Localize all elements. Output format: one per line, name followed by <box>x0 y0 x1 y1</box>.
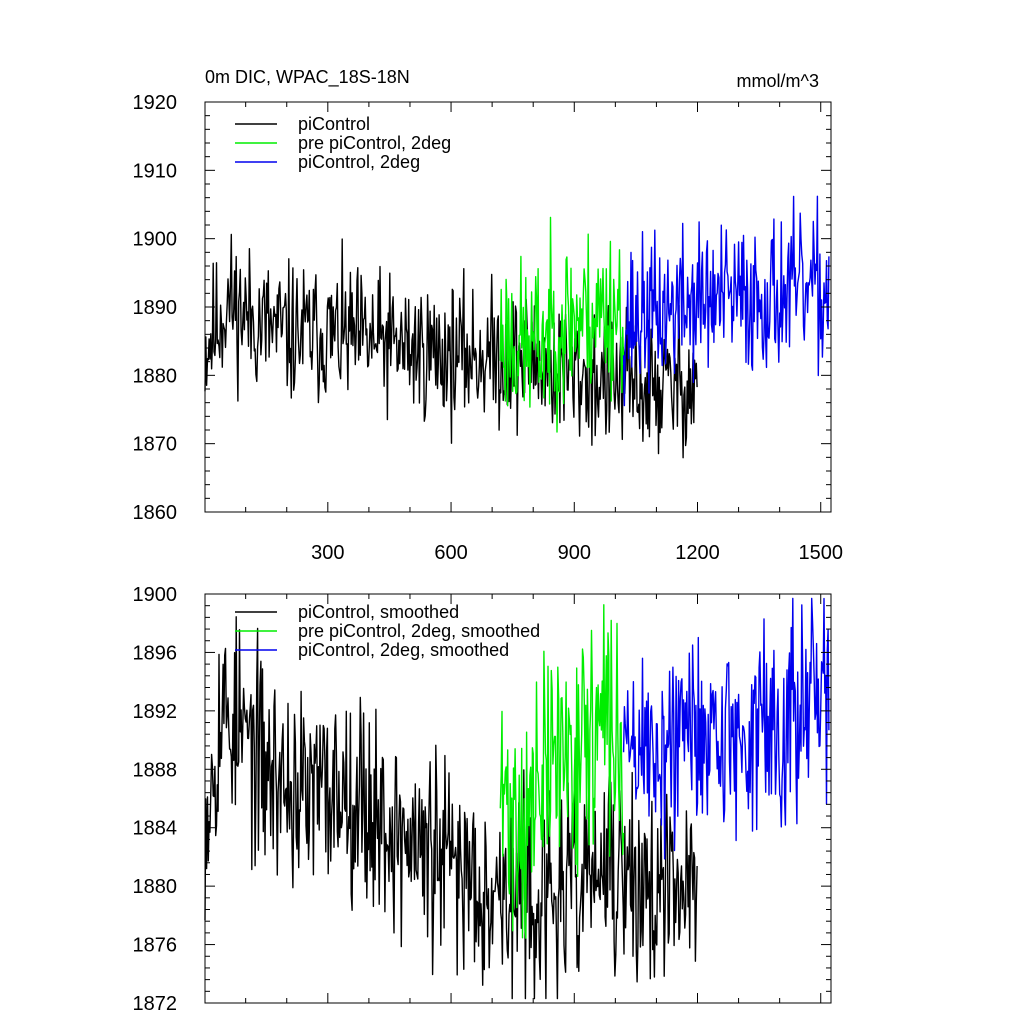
y-tick-label: 1892 <box>133 701 178 723</box>
series-line-1 <box>204 616 698 1000</box>
y-tick-label: 1890 <box>133 297 178 319</box>
x-tick-label: 600 <box>434 542 467 564</box>
y-tick-label: 1900 <box>133 229 178 251</box>
x-tick-label: 1200 <box>675 542 720 564</box>
series-line-1 <box>204 233 698 459</box>
y-tick-label: 1880 <box>133 365 178 387</box>
top-panel-title: 0m DIC, WPAC_18S-18N <box>205 67 410 88</box>
y-tick-label: 1876 <box>133 935 178 957</box>
bottom-panel-frame <box>204 593 832 1004</box>
y-tick-label: 1888 <box>133 759 178 781</box>
y-tick-label: 1884 <box>133 818 178 840</box>
y-tick-label: 1920 <box>133 92 178 114</box>
legend-label-1: piControl, smoothed <box>298 602 459 622</box>
top-panel-ticks: 300 600 900 1200 1500 1860 1870 1880 1890 1900 191… <box>133 92 843 564</box>
y-tick-label: 1900 <box>133 584 178 606</box>
top-panel-series <box>204 195 830 459</box>
series-line-3 <box>622 195 830 407</box>
y-tick-label: 1896 <box>133 642 178 664</box>
legend-label-2: pre piControl, 2deg, smoothed <box>298 621 540 641</box>
legend-label-1: piControl <box>298 114 370 134</box>
series-line-2 <box>499 604 625 939</box>
top-panel-units: mmol/m^3 <box>737 71 819 91</box>
bottom-panel-series <box>204 597 830 1000</box>
series-line-2 <box>499 216 625 433</box>
series-line-3 <box>622 597 830 860</box>
top-panel: 0m DIC, WPAC_18S-18N mmol/m^3 300 600 900 1… <box>133 67 843 564</box>
x-tick-label: 1500 <box>798 542 843 564</box>
y-tick-label: 1870 <box>133 434 178 456</box>
bottom-panel: 1872 1876 1880 1884 1888 1892 1896 1900 piContr… <box>133 584 832 1015</box>
y-tick-label: 1872 <box>133 993 178 1015</box>
bottom-panel-ticks: 1872 1876 1880 1884 1888 1892 1896 1900 <box>133 584 831 1015</box>
legend-label-3: piControl, 2deg, smoothed <box>298 640 509 660</box>
y-tick-label: 1860 <box>133 502 178 524</box>
x-tick-label: 300 <box>311 542 344 564</box>
y-tick-label: 1880 <box>133 876 178 898</box>
y-tick-label: 1910 <box>133 160 178 182</box>
x-tick-label: 900 <box>558 542 591 564</box>
legend-label-3: piControl, 2deg <box>298 152 420 172</box>
legend-label-2: pre piControl, 2deg <box>298 133 451 153</box>
